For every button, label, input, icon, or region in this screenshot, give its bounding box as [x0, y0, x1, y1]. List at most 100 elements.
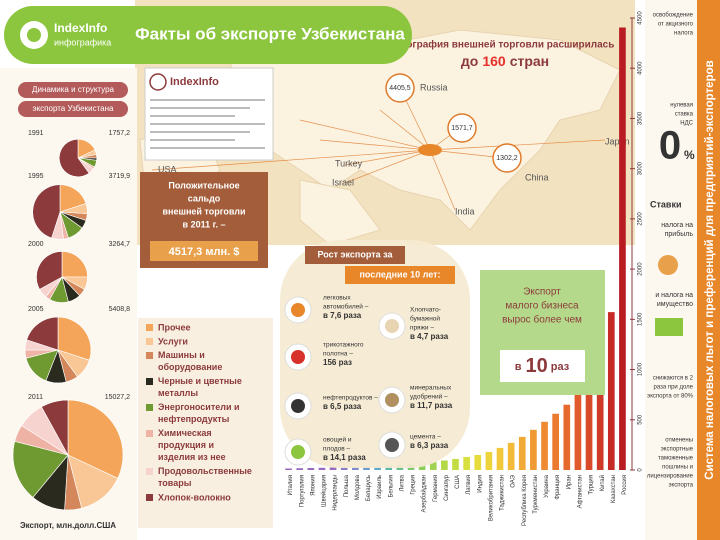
- x-tick-label: Латвия: [466, 475, 472, 495]
- map-title-number: 160: [482, 53, 506, 69]
- map-title-part: стран: [510, 53, 549, 69]
- country-label: Japan: [605, 136, 630, 146]
- legend-swatch: [146, 378, 153, 385]
- country-label: USA: [158, 164, 177, 174]
- legend-line: Химическая: [158, 428, 212, 438]
- trade-line: [344, 149, 431, 184]
- x-tick-label: Россия: [622, 475, 628, 495]
- bar: [296, 468, 304, 470]
- benefit-text: экспорта: [668, 483, 693, 489]
- legend-swatch: [146, 338, 153, 345]
- label: пряжи –: [410, 325, 434, 332]
- bar: [363, 466, 370, 470]
- pie-year: 1991: [28, 130, 44, 137]
- label: трикотажного: [323, 342, 364, 349]
- tag: [18, 101, 128, 117]
- x-tick-label: Греция: [411, 475, 417, 495]
- bar: [329, 467, 337, 470]
- benefit-text: нулевая: [670, 103, 693, 109]
- x-tick-label: Польша: [344, 474, 350, 497]
- x-tick-label: Беларусь: [366, 475, 372, 501]
- y-tick-label: 4500: [638, 11, 644, 25]
- benefit-text: ставка: [675, 112, 694, 118]
- percent: %: [684, 148, 695, 162]
- x-tick-label: Таджикистан: [500, 475, 506, 511]
- bar: [307, 467, 315, 470]
- bar: [318, 467, 326, 470]
- benefit-text: экспорта от 80%: [647, 394, 694, 400]
- pie-total: 3264,7: [109, 241, 131, 248]
- benefit-text: налога на: [661, 222, 693, 229]
- legend-line: Энергоносители и: [158, 402, 240, 412]
- balance-value: 4517,3 млн. $: [169, 246, 240, 258]
- legend-swatch: [146, 494, 153, 501]
- label: цемента –: [410, 434, 441, 441]
- x-tick-label: Сингапур: [444, 474, 450, 501]
- label: минеральных: [410, 385, 452, 392]
- growth-icon-mark: [291, 399, 305, 413]
- trade-line: [151, 149, 431, 171]
- label: в 2011 г. –: [183, 219, 226, 229]
- legend-background: [138, 318, 273, 528]
- uzbekistan: [418, 144, 442, 156]
- balance-value-box: [150, 241, 258, 261]
- benefit-text: снижаются в 2: [653, 376, 694, 382]
- bar: [563, 404, 571, 470]
- x-tick-label: Франция: [555, 475, 561, 500]
- trade-line: [379, 109, 431, 151]
- y-tick-label: 1000: [638, 362, 644, 376]
- copyright-icon: [149, 73, 167, 91]
- land: [299, 179, 381, 246]
- x-tick-label: США: [455, 475, 461, 489]
- bar: [552, 413, 559, 470]
- growth-icon-mark: [385, 393, 399, 407]
- country-label: China: [525, 172, 549, 182]
- bubble-label: 1302,2: [496, 155, 518, 162]
- x-tick-label: Нидерланды: [333, 475, 339, 511]
- legend-line: Черные и цветные: [158, 376, 242, 386]
- legend-swatch: [146, 468, 153, 475]
- x-tick-label: Украина: [544, 474, 550, 498]
- pie-year: 2011: [28, 394, 43, 401]
- legend-swatch: [146, 430, 153, 437]
- label: бумажной: [410, 315, 440, 323]
- x-tick-label: Израиль: [377, 475, 383, 499]
- growth-icon-mark: [291, 350, 305, 364]
- growth-background: [280, 240, 470, 468]
- y-tick-label: 3500: [638, 111, 644, 125]
- growth-title-box: [345, 266, 455, 284]
- pie-outline: [36, 251, 88, 303]
- caption: Экспорт, млн.долл.США: [20, 521, 116, 530]
- label: Динамика и структура: [32, 85, 114, 94]
- legend-label: Прочее: [158, 322, 190, 332]
- x-tick-label: Литва: [399, 474, 405, 491]
- label: в 6,3 раза: [410, 441, 449, 450]
- value-part: в: [515, 361, 522, 373]
- label: малого бизнеса: [505, 300, 579, 312]
- bar: [485, 451, 493, 470]
- bar: [596, 339, 604, 470]
- bar: [429, 461, 437, 470]
- label: в 11,7 раза: [410, 401, 453, 410]
- label: легковых: [323, 295, 351, 302]
- y-tick-label: 1500: [638, 312, 644, 326]
- x-tick-label: Италия: [288, 475, 294, 495]
- bar: [441, 460, 448, 470]
- label: экспорта Узбекистана: [33, 104, 115, 113]
- benefit-text: Ставки: [650, 199, 681, 209]
- map-title: до 160 стран: [461, 53, 549, 69]
- trade-line: [344, 149, 431, 166]
- label: Хлопчато-: [410, 307, 441, 314]
- pie-outline: [12, 399, 124, 511]
- pie-outline: [58, 138, 98, 178]
- zero: 0: [659, 124, 681, 168]
- label: сальдо: [188, 193, 221, 203]
- logo: IndexInfo: [54, 21, 107, 35]
- benefit-text: освобождение: [653, 13, 694, 19]
- x-tick-label: Молдова: [355, 474, 361, 500]
- bar: [530, 429, 537, 470]
- growth-icon-mark: [291, 303, 305, 317]
- legend-label: Энергоносители и нефтепродукты: [158, 402, 240, 424]
- bubble: [447, 113, 477, 143]
- benefit-text: прибыль: [665, 230, 694, 238]
